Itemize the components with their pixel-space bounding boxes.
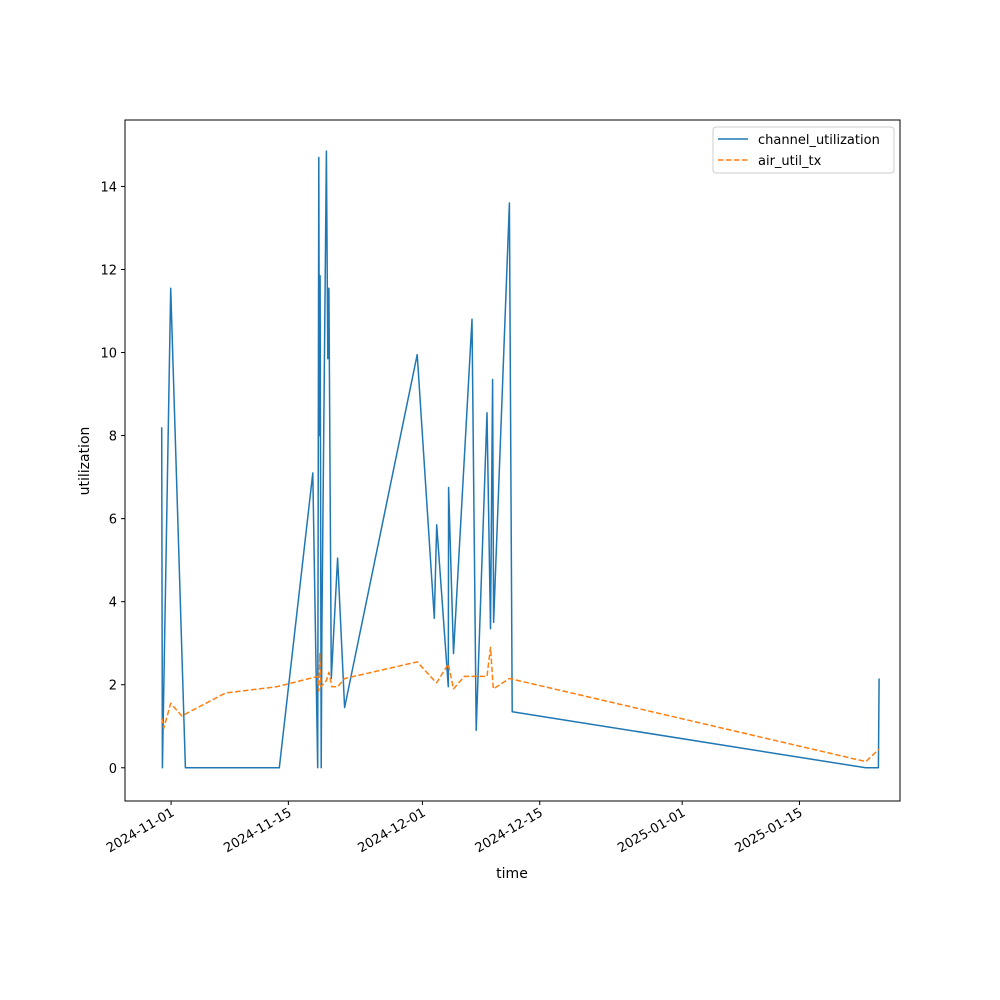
y-tick-label: 14 xyxy=(100,180,117,195)
legend-box xyxy=(712,126,895,174)
y-tick-label: 2 xyxy=(109,679,117,694)
legend-label-air-util-tx: air_util_tx xyxy=(758,154,822,169)
y-axis-label: utilization xyxy=(77,427,93,496)
series-layer xyxy=(160,150,880,769)
x-axis-label: time xyxy=(496,866,528,882)
legend-label-channel-utilization: channel_utilization xyxy=(758,133,880,148)
legend: channel_utilization air_util_tx xyxy=(712,126,895,174)
y-tick-label: 10 xyxy=(100,347,117,362)
y-tick-label: 8 xyxy=(109,430,117,445)
series-line-air-util-tx xyxy=(160,646,880,763)
y-tick-label: 0 xyxy=(109,762,117,777)
y-axis: 0 2 4 6 8 10 12 14 xyxy=(100,180,125,777)
plot-frame xyxy=(124,119,901,802)
y-tick-label: 6 xyxy=(109,513,117,528)
y-tick-label: 12 xyxy=(100,263,117,278)
y-tick-label: 4 xyxy=(109,596,117,611)
series-line-channel-utilization xyxy=(160,150,880,769)
